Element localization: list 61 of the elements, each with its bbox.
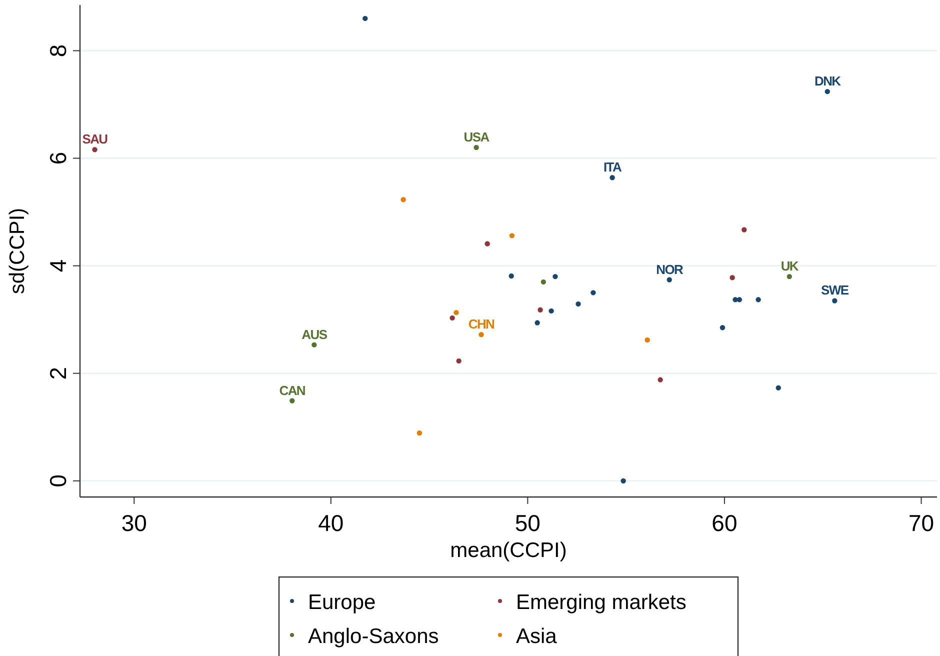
point (534, 320, 540, 326)
point (720, 325, 726, 330)
point (450, 315, 455, 321)
point (540, 279, 546, 285)
point (290, 398, 295, 404)
point (548, 308, 554, 314)
point (484, 241, 490, 246)
point (786, 274, 792, 280)
y-tick-label: 0 (45, 474, 71, 488)
x-tick-label: 30 (121, 510, 147, 536)
point (416, 430, 422, 436)
point (552, 274, 558, 280)
point (742, 227, 747, 232)
point (454, 310, 459, 316)
x-axis-title: mean(CCPI) (450, 539, 567, 562)
legend-label: Europe (308, 591, 376, 614)
point (474, 144, 479, 150)
point (610, 175, 615, 180)
point (400, 197, 406, 202)
point (508, 273, 514, 279)
y-tick-label: 6 (45, 152, 71, 165)
point (92, 147, 98, 152)
point (576, 301, 581, 307)
point (736, 297, 742, 302)
point (362, 16, 368, 22)
legend-label: Anglo-Saxons (308, 625, 439, 648)
x-tick-label: 70 (908, 510, 934, 536)
x-tick-label: 60 (712, 510, 738, 536)
point (658, 377, 663, 382)
annotation: SWE (821, 282, 850, 298)
annotation: ITA (604, 160, 623, 175)
point (590, 290, 596, 296)
point (478, 332, 484, 338)
annotation: DNK (814, 74, 842, 89)
x-tick-label: 40 (318, 510, 344, 536)
annotation: NOR (656, 262, 684, 277)
point (538, 307, 543, 312)
legend-label: Emerging markets (516, 591, 686, 614)
point (456, 358, 462, 364)
point (824, 88, 830, 94)
point (776, 385, 781, 390)
y-tick-label: 4 (45, 259, 71, 272)
annotation: CAN (279, 382, 306, 398)
point (832, 298, 838, 304)
point (620, 478, 626, 484)
point (666, 277, 672, 282)
legend-label: Asia (516, 625, 558, 648)
point (312, 342, 317, 348)
annotation: SAU (82, 132, 108, 147)
y-tick-label: 8 (45, 44, 71, 58)
point (644, 337, 650, 343)
y-axis-title: sd(CCPI) (6, 208, 29, 294)
x-tick-label: 50 (514, 510, 540, 536)
y-tick-label: 2 (45, 366, 71, 380)
point (756, 297, 761, 302)
annotation: CHN (468, 316, 495, 332)
annotation: UK (780, 258, 800, 274)
annotation: USA (464, 129, 490, 144)
point (730, 275, 735, 280)
annotation: AUS (302, 326, 328, 342)
point (509, 233, 515, 238)
